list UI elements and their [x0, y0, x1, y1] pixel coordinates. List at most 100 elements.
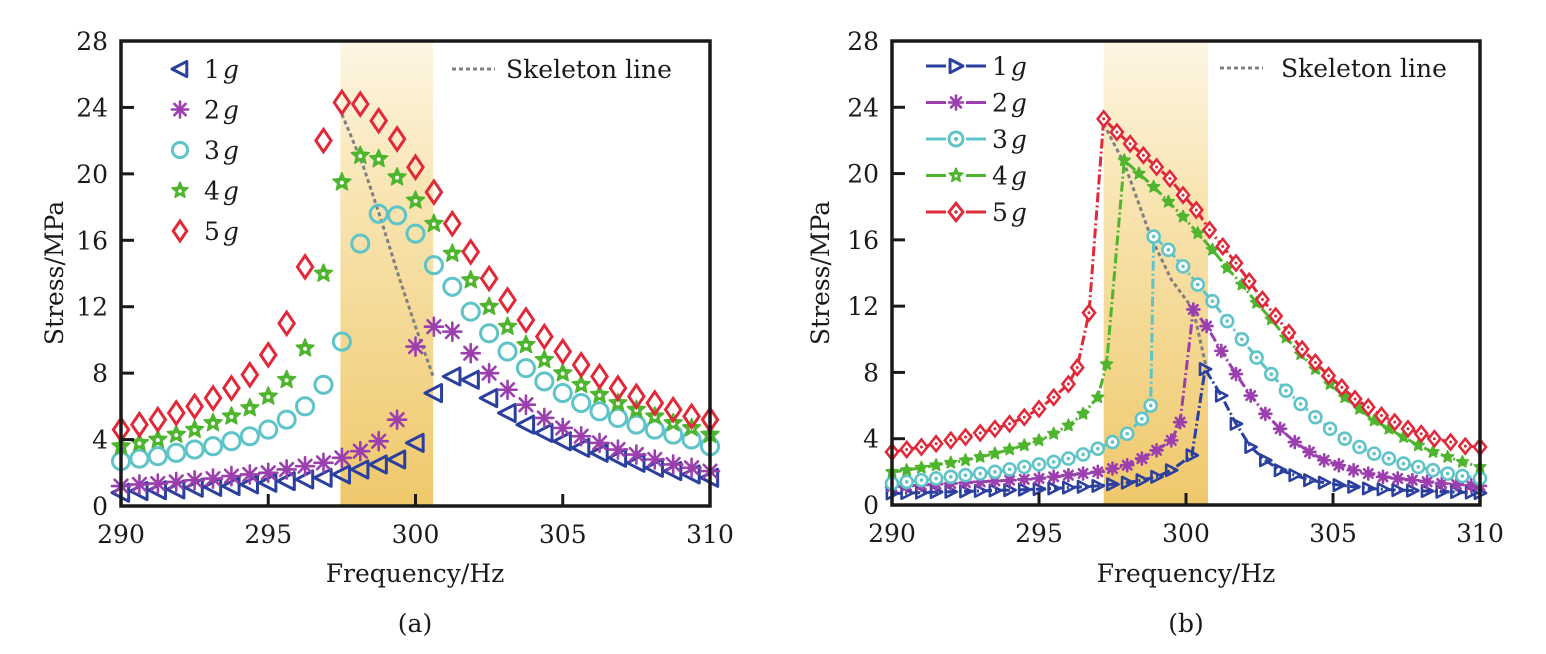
- data-point-1g: [1076, 479, 1091, 494]
- data-point-1g: [1032, 482, 1047, 497]
- data-point-1g: [1317, 475, 1332, 490]
- highlight-band: [340, 41, 434, 506]
- data-point-5g: [663, 395, 683, 424]
- data-point-5g: [913, 437, 930, 457]
- data-point-5g: [387, 125, 407, 153]
- data-point-3g: [1352, 439, 1367, 455]
- data-point-2g: [1463, 477, 1479, 493]
- data-point-5g: [1215, 236, 1231, 257]
- data-point-2g: [1149, 443, 1164, 458]
- data-point-5g: [1307, 352, 1324, 373]
- data-point-4g: [1440, 449, 1455, 463]
- data-point-2g: [129, 474, 150, 495]
- chart-a: 290 295 300 305 310 0 4 8 12 16 20 24 28 Frequency/H…: [40, 27, 734, 638]
- data-point-3g: [1308, 409, 1323, 425]
- data-point-5g: [943, 430, 959, 450]
- data-point-3g: [1455, 468, 1470, 484]
- data-point-3g: [972, 466, 988, 481]
- data-point-3g: [943, 469, 959, 485]
- data-point-4g: [313, 263, 334, 282]
- y-tick-label: 8: [92, 359, 108, 388]
- y-tick-label: 16: [76, 226, 108, 255]
- data-point-5g: [1294, 339, 1310, 359]
- x-axis-title: Frequency/Hz: [1097, 559, 1276, 588]
- data-point-5g: [1188, 200, 1204, 220]
- legend-marker-5g: [947, 200, 965, 224]
- data-point-3g: [423, 255, 444, 276]
- data-point-4g: [405, 190, 426, 209]
- x-tick-label: 290: [97, 520, 145, 549]
- data-point-2g: [165, 471, 187, 493]
- y-tick-label: 0: [863, 491, 879, 520]
- data-point-4g: [442, 243, 463, 262]
- y-tick-label: 24: [76, 93, 108, 122]
- data-point-3g: [387, 205, 408, 226]
- data-point-2g: [386, 409, 408, 430]
- panel-label: (a): [398, 609, 432, 638]
- data-point-5g: [1426, 429, 1443, 449]
- data-point-3g: [1090, 441, 1106, 456]
- data-point-1g: [1061, 480, 1076, 495]
- y-axis-title: Stress/MPa: [40, 201, 69, 345]
- data-point-3g: [1410, 459, 1426, 475]
- data-point-4g: [1091, 390, 1105, 404]
- data-point-3g: [1061, 451, 1076, 466]
- data-point-3g: [958, 467, 973, 483]
- data-point-5g: [185, 392, 205, 421]
- data-point-3g: [1002, 462, 1017, 477]
- data-point-2g: [1075, 466, 1091, 481]
- data-point-2g: [1031, 471, 1047, 486]
- x-tick-label: 300: [392, 520, 440, 549]
- data-point-2g: [276, 459, 297, 480]
- data-point-2g: [1331, 457, 1347, 473]
- data-point-3g: [1249, 350, 1264, 365]
- legend-marker-3g: [947, 130, 965, 148]
- data-point-3g: [258, 419, 279, 440]
- data-point-2g: [1172, 414, 1188, 430]
- data-point-3g: [515, 358, 536, 379]
- data-point-3g: [295, 396, 316, 417]
- data-point-4g: [1191, 226, 1205, 240]
- data-point-4g: [368, 148, 389, 168]
- data-point-3g: [202, 436, 224, 457]
- legend: 1 g 2 g 3 g 4 g 5 g: [926, 52, 1027, 227]
- data-point-5g: [645, 389, 665, 417]
- data-point-2g: [534, 407, 555, 429]
- data-point-3g: [899, 474, 914, 490]
- data-point-5g: [258, 340, 278, 369]
- data-point-2g: [478, 362, 500, 384]
- data-point-3g: [276, 409, 297, 430]
- data-point-2g: [1119, 457, 1135, 473]
- data-point-2g: [1375, 469, 1391, 485]
- axes: [119, 39, 712, 508]
- data-point-5g: [221, 374, 241, 403]
- data-point-5g: [1387, 412, 1403, 432]
- series-2g: [110, 316, 721, 497]
- data-point-4g: [460, 269, 481, 289]
- tick-labels: 290 295 300 305 310 0 4 8 12 16 20 24 28: [76, 27, 734, 549]
- data-point-2g: [644, 449, 666, 470]
- data-point-2g: [552, 417, 574, 439]
- data-point-1g: [1332, 478, 1347, 493]
- x-tick-label: 295: [244, 520, 292, 549]
- data-point-3g: [1381, 451, 1397, 466]
- skeleton-line: [1102, 123, 1209, 370]
- data-point-3g: [1046, 454, 1062, 470]
- data-point-4g: [1426, 444, 1440, 458]
- series-group: [110, 88, 721, 503]
- data-point-3g: [928, 471, 944, 486]
- data-point-5g: [571, 350, 591, 379]
- data-point-2g: [294, 455, 316, 477]
- data-point-2g: [1302, 444, 1317, 460]
- data-point-5g: [1228, 253, 1244, 273]
- data-point-1g: [1017, 482, 1032, 497]
- data-point-1g: [1047, 481, 1062, 496]
- data-point-4g: [1117, 153, 1131, 167]
- data-point-5g: [1148, 157, 1165, 177]
- legend-marker-1g: [948, 57, 965, 75]
- y-tick-label: 28: [847, 27, 879, 56]
